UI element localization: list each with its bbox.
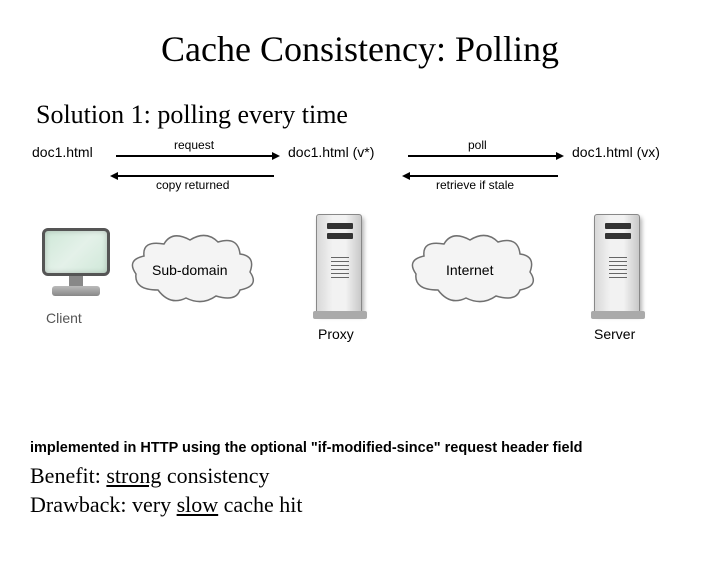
benefit-prefix: Benefit: bbox=[30, 463, 106, 488]
arrow-poll-label: poll bbox=[468, 138, 487, 152]
arrow-request bbox=[110, 152, 280, 160]
drawback-suffix: cache hit bbox=[218, 492, 302, 517]
implementation-note: implemented in HTTP using the optional "… bbox=[30, 437, 690, 460]
cloud-internet-label: Internet bbox=[446, 262, 493, 278]
arrow-retrieve-label: retrieve if stale bbox=[436, 178, 514, 192]
client-label: Client bbox=[46, 310, 82, 326]
client-icon bbox=[36, 228, 116, 296]
drawback-prefix: Drawback: very bbox=[30, 492, 177, 517]
slide-title: Cache Consistency: Polling bbox=[0, 28, 720, 70]
drawback-underline: slow bbox=[177, 492, 219, 517]
footer-block: implemented in HTTP using the optional "… bbox=[30, 437, 690, 520]
doc-mid-label: doc1.html (v*) bbox=[288, 144, 374, 160]
origin-server-icon bbox=[594, 214, 640, 314]
doc-right-label: doc1.html (vx) bbox=[572, 144, 660, 160]
polling-diagram: doc1.html doc1.html (v*) doc1.html (vx) … bbox=[36, 148, 684, 378]
benefit-suffix: consistency bbox=[161, 463, 269, 488]
proxy-server-icon bbox=[316, 214, 362, 314]
proxy-label: Proxy bbox=[318, 326, 354, 342]
doc-left-label: doc1.html bbox=[32, 144, 93, 160]
slide-subtitle: Solution 1: polling every time bbox=[36, 100, 720, 130]
benefit-line: Benefit: strong consistency bbox=[30, 461, 690, 491]
arrow-copy-returned-label: copy returned bbox=[156, 178, 229, 192]
server-label: Server bbox=[594, 326, 635, 342]
arrow-poll bbox=[402, 152, 564, 160]
benefit-underline: strong bbox=[106, 463, 161, 488]
cloud-subdomain-label: Sub-domain bbox=[152, 262, 228, 278]
arrow-request-label: request bbox=[174, 138, 214, 152]
drawback-line: Drawback: very slow cache hit bbox=[30, 490, 690, 520]
